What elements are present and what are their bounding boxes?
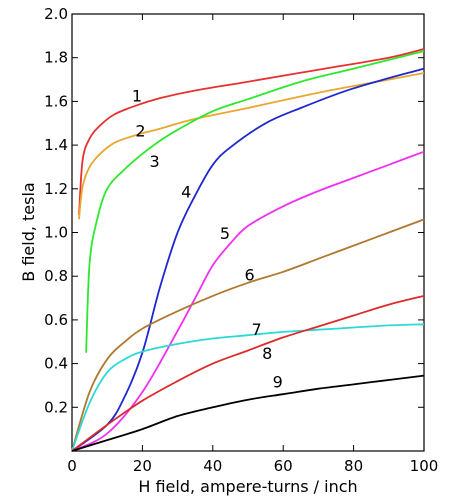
- y-tick-label: 2.0: [44, 5, 68, 23]
- plot-frame: [71, 13, 425, 452]
- x-axis: 0 20 40 60 80 100: [67, 14, 438, 475]
- curves: [71, 48, 425, 452]
- x-axis-title: H field, ampere-turns / inch: [138, 477, 357, 496]
- y-axis: 0.2 0.4 0.6 0.8 1.0 1.2 1.4 1.6 1.8 2.0: [44, 5, 424, 416]
- y-tick-label: 1.0: [44, 224, 68, 242]
- curve-3-line: [85, 50, 425, 353]
- curve-2-label: 2: [135, 121, 145, 140]
- y-tick-label: 1.8: [44, 49, 68, 67]
- curve-7-label: 7: [252, 320, 262, 339]
- x-tick-label: 60: [274, 457, 293, 475]
- curve-9-label: 9: [273, 373, 283, 392]
- y-axis-title: B field, tesla: [19, 182, 38, 281]
- y-tick-label: 1.4: [44, 136, 68, 154]
- curve-6-line: [71, 218, 425, 452]
- curve-5-label: 5: [220, 224, 230, 243]
- curve-2-line: [78, 72, 425, 220]
- x-tick-label: 80: [344, 457, 363, 475]
- y-tick-label: 1.2: [44, 180, 68, 198]
- y-tick-label: 0.2: [44, 398, 68, 416]
- curve-5-line: [71, 150, 425, 452]
- x-tick-label: 100: [410, 457, 439, 475]
- curve-1-line: [78, 48, 425, 216]
- curve-6-label: 6: [244, 266, 254, 285]
- curve-4-label: 4: [181, 183, 191, 202]
- x-tick-label: 20: [133, 457, 152, 475]
- y-tick-label: 0.4: [44, 355, 68, 373]
- curve-9-line: [71, 374, 425, 452]
- curve-8-line: [71, 295, 425, 452]
- y-tick-label: 0.6: [44, 311, 68, 329]
- y-tick-label: 1.6: [44, 92, 68, 110]
- curve-4-line: [71, 67, 425, 452]
- curve-8-label: 8: [262, 344, 272, 363]
- x-tick-label: 40: [203, 457, 222, 475]
- x-tick-label: 0: [67, 457, 77, 475]
- curve-7-line: [71, 323, 425, 452]
- y-tick-label: 0.8: [44, 267, 68, 285]
- curve-3-label: 3: [149, 152, 159, 171]
- curve-1-label: 1: [132, 86, 142, 105]
